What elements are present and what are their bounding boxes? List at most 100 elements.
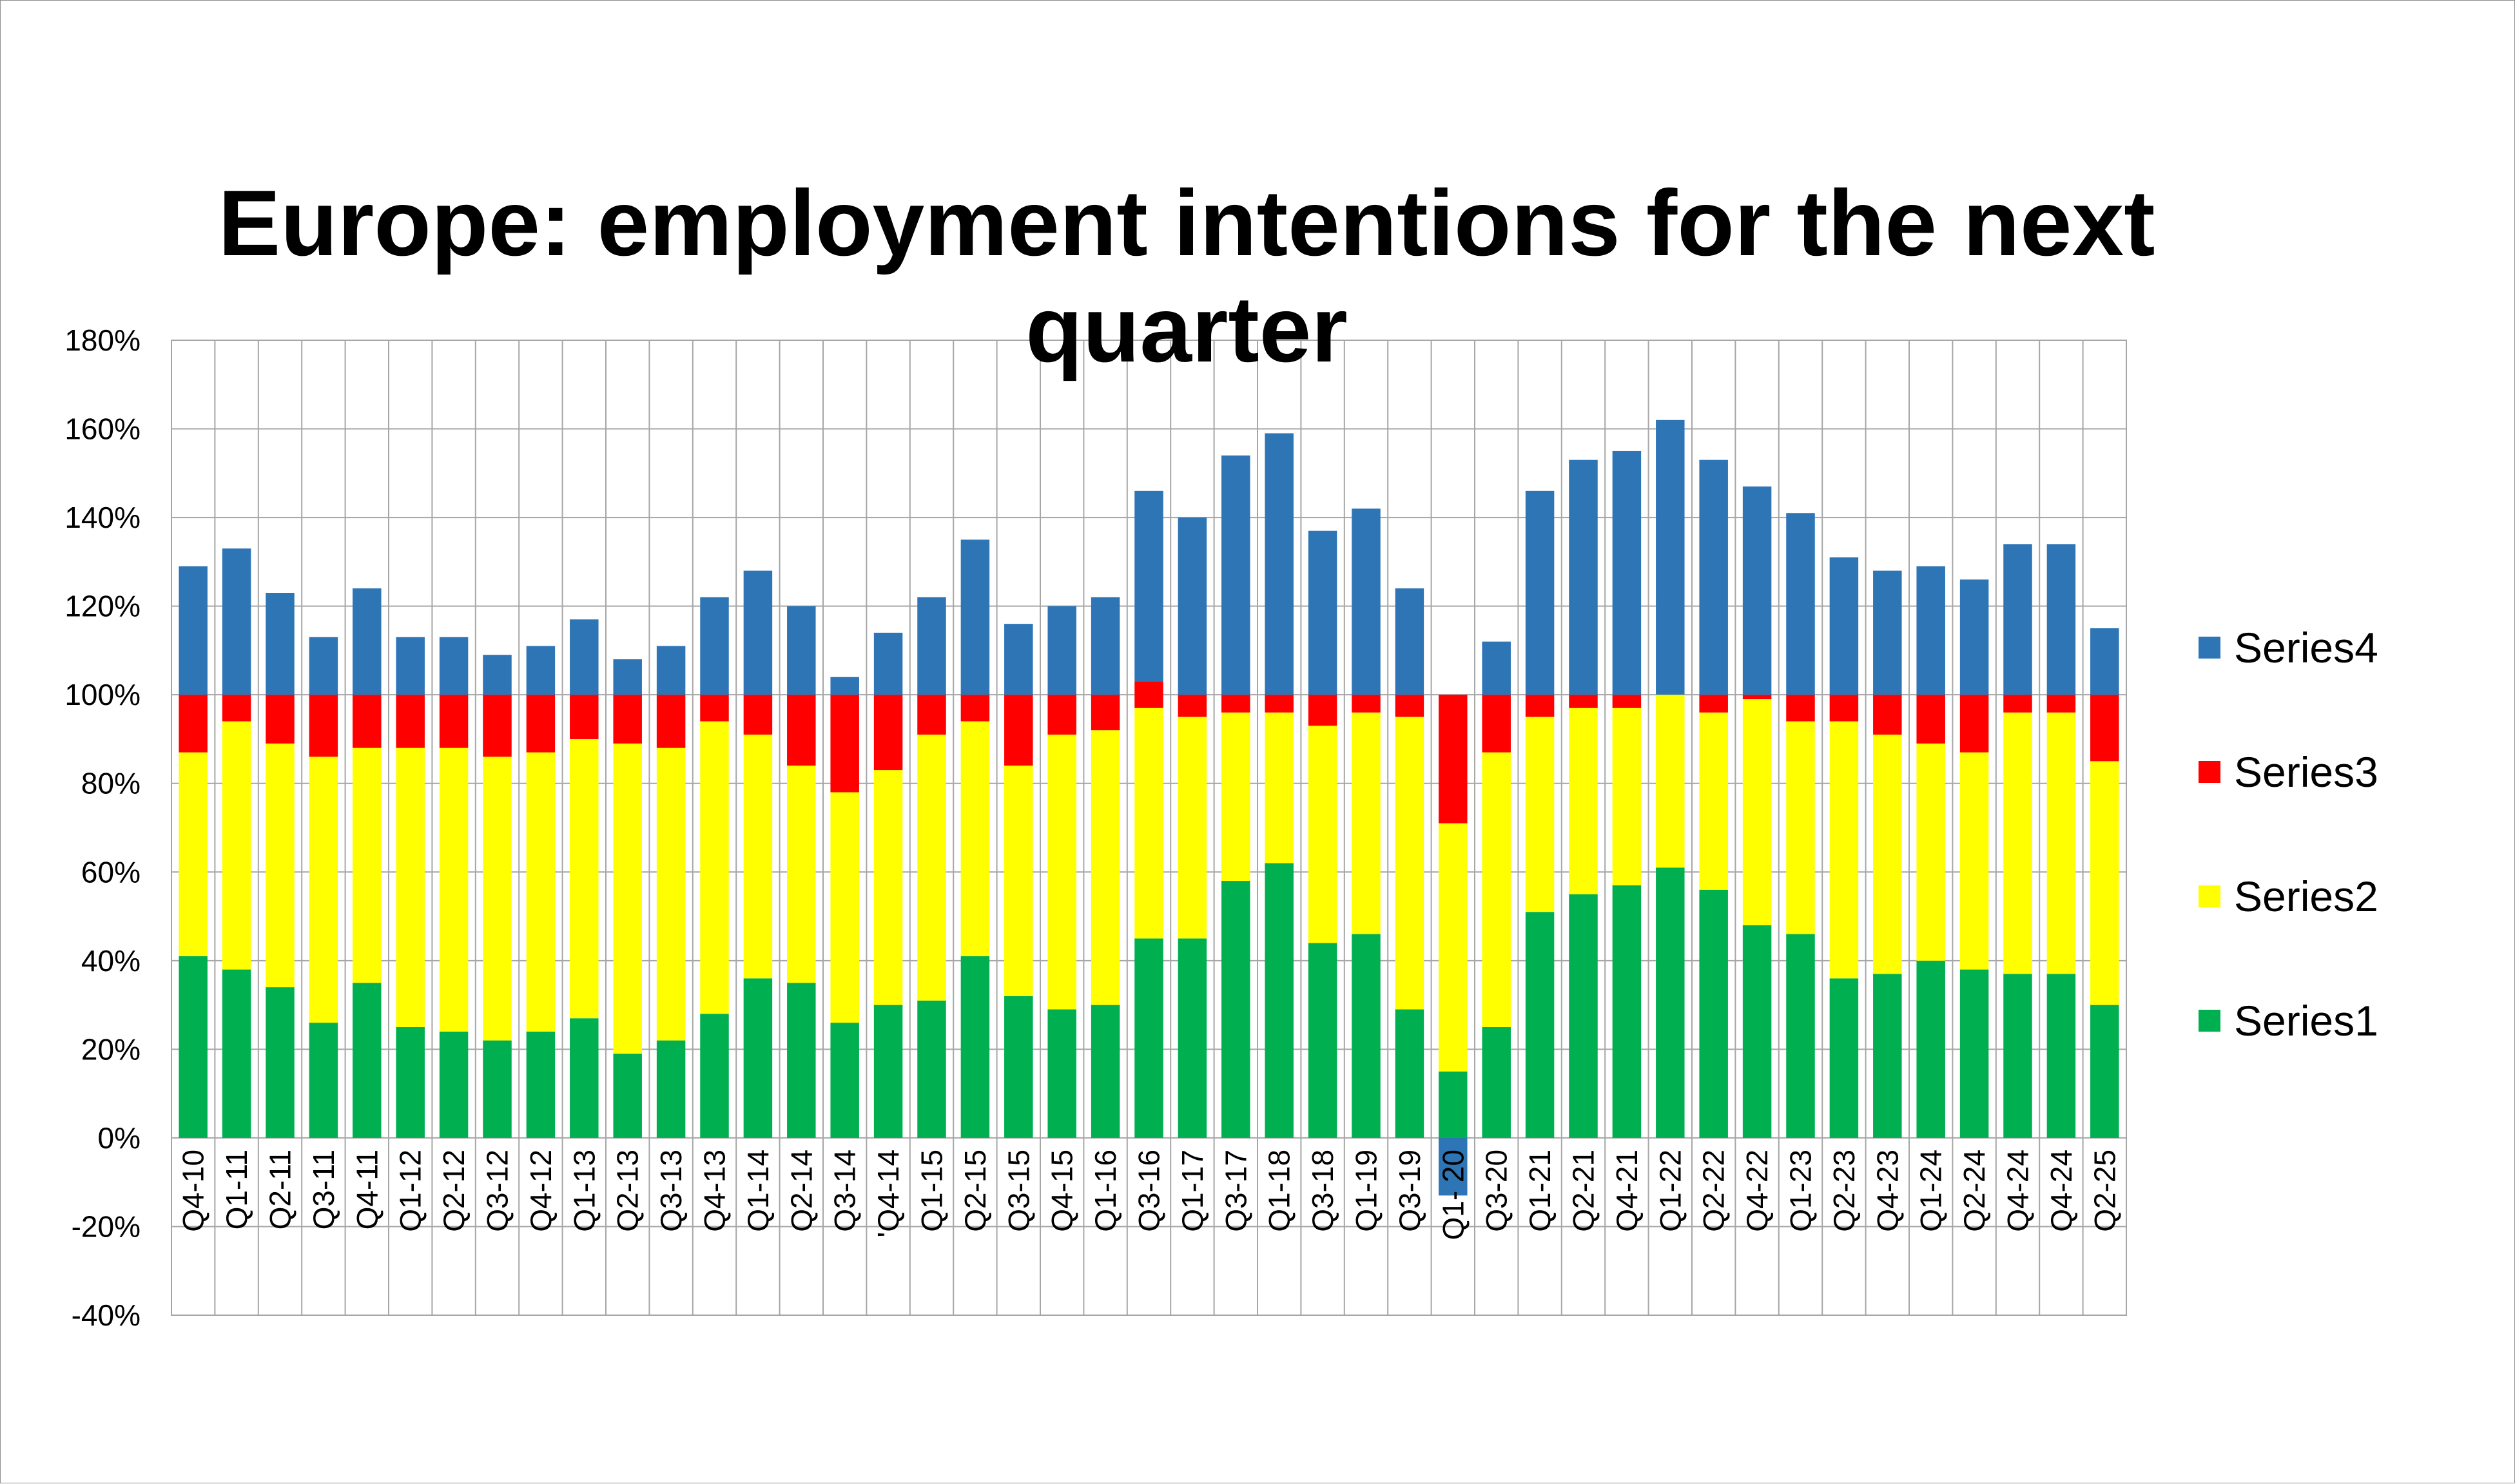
y-tick-label: 40% <box>81 944 141 978</box>
bar-series2-38 <box>1829 721 1859 979</box>
bar-series2-30 <box>1482 752 1511 1027</box>
bar-series3-29 <box>1439 695 1468 824</box>
bar-series4-0 <box>179 566 208 695</box>
bar-series1-3 <box>309 1023 338 1138</box>
bar-series4-23 <box>1178 517 1207 695</box>
bar-series1-29 <box>1439 1071 1468 1138</box>
bar-series2-24 <box>1221 712 1250 882</box>
legend-label-series3: Series3 <box>2234 748 2378 796</box>
bar-series4-11 <box>656 646 686 695</box>
x-category-label: Q3-20 <box>1480 1150 1513 1232</box>
bar-series4-27 <box>1352 508 1381 695</box>
bar-series3-27 <box>1352 695 1381 713</box>
bar-series2-43 <box>2046 712 2076 974</box>
bar-series4-30 <box>1482 641 1511 695</box>
bar-series2-41 <box>1959 752 1989 970</box>
bar-series1-1 <box>222 969 251 1138</box>
bar-series1-11 <box>656 1040 686 1138</box>
bar-series1-41 <box>1959 969 1989 1138</box>
x-category-label: Q4-11 <box>350 1150 384 1229</box>
bar-series3-17 <box>917 695 946 735</box>
bar-series3-11 <box>656 695 686 748</box>
bar-series1-28 <box>1395 1009 1424 1138</box>
bar-series1-31 <box>1525 912 1555 1138</box>
bar-series4-32 <box>1569 459 1598 695</box>
x-category-label: Q2-11 <box>264 1150 297 1229</box>
x-category-label: Q3-15 <box>1002 1150 1035 1232</box>
bar-series2-19 <box>1004 766 1033 996</box>
bar-series1-16 <box>873 1005 903 1138</box>
bar-series4-22 <box>1134 490 1163 682</box>
bar-series2-36 <box>1742 699 1772 925</box>
bar-series3-1 <box>222 695 251 722</box>
y-tick-label: 20% <box>81 1032 141 1066</box>
bar-series3-35 <box>1699 695 1728 713</box>
chart-title-line-1: Europe: employment intentions for the ne… <box>218 171 2155 275</box>
bar-series2-18 <box>960 721 990 956</box>
y-tick-label: 80% <box>81 767 141 800</box>
legend-label-series2: Series2 <box>2234 872 2378 920</box>
bar-series1-32 <box>1569 894 1598 1138</box>
legend-swatch-series1 <box>2199 1010 2220 1032</box>
bar-series1-38 <box>1829 978 1859 1138</box>
bar-series1-14 <box>787 983 816 1138</box>
bar-series2-26 <box>1308 726 1337 943</box>
bar-series2-2 <box>266 743 295 988</box>
bar-series4-17 <box>917 597 946 695</box>
x-category-label: Q1-21 <box>1523 1150 1557 1232</box>
bar-series4-42 <box>2003 544 2032 695</box>
bar-series2-29 <box>1439 823 1468 1072</box>
x-category-label: Q1-13 <box>567 1150 601 1232</box>
bar-series1-27 <box>1352 934 1381 1138</box>
bar-series3-5 <box>396 695 425 748</box>
bar-series4-31 <box>1525 490 1555 695</box>
bar-series3-36 <box>1742 695 1772 700</box>
x-category-label: Q1-19 <box>1350 1150 1383 1232</box>
legend-label-series1: Series1 <box>2234 997 2378 1045</box>
bar-series3-25 <box>1265 695 1294 713</box>
bar-series2-17 <box>917 735 946 1001</box>
bar-series3-14 <box>787 695 816 766</box>
x-category-label: Q4-21 <box>1610 1150 1644 1232</box>
bar-series3-4 <box>353 695 382 748</box>
y-tick-label: 0% <box>98 1121 141 1155</box>
x-category-label: Q4-15 <box>1045 1150 1079 1232</box>
bar-series1-33 <box>1612 885 1642 1138</box>
bar-series3-10 <box>613 695 642 744</box>
bar-series3-44 <box>2090 695 2119 762</box>
x-category-label: Q1-15 <box>915 1150 949 1232</box>
bar-series4-14 <box>787 606 816 695</box>
bar-series3-37 <box>1786 695 1815 722</box>
x-category-label: Q4-12 <box>524 1150 558 1232</box>
bar-series3-22 <box>1134 681 1163 708</box>
bar-series1-43 <box>2046 974 2076 1138</box>
bar-series1-30 <box>1482 1026 1511 1138</box>
bar-series2-11 <box>656 747 686 1041</box>
bar-series4-24 <box>1221 455 1250 695</box>
bar-series1-7 <box>483 1040 512 1138</box>
bar-series2-10 <box>613 743 642 1054</box>
bar-series1-2 <box>266 987 295 1138</box>
bar-series4-3 <box>309 637 338 695</box>
bar-series4-4 <box>353 588 382 695</box>
bar-series3-28 <box>1395 695 1424 717</box>
bar-series2-15 <box>830 792 859 1023</box>
bar-series4-34 <box>1656 419 1685 695</box>
bar-series1-19 <box>1004 996 1033 1138</box>
x-category-label: Q2-12 <box>437 1150 471 1232</box>
bar-series2-0 <box>179 752 208 956</box>
bar-series1-24 <box>1221 881 1250 1138</box>
bar-series4-28 <box>1395 588 1424 695</box>
bar-series2-7 <box>483 756 512 1041</box>
x-category-label: Q4-22 <box>1740 1150 1774 1232</box>
bar-series3-12 <box>700 695 729 722</box>
x-category-label: Q2-21 <box>1567 1150 1600 1232</box>
bar-series1-44 <box>2090 1005 2119 1138</box>
x-category-label: Q1-11 <box>220 1150 253 1229</box>
bar-series2-34 <box>1656 695 1685 868</box>
bar-series2-42 <box>2003 712 2032 974</box>
bar-series4-35 <box>1699 459 1728 695</box>
bar-series3-33 <box>1612 695 1642 708</box>
bar-series3-24 <box>1221 695 1250 713</box>
